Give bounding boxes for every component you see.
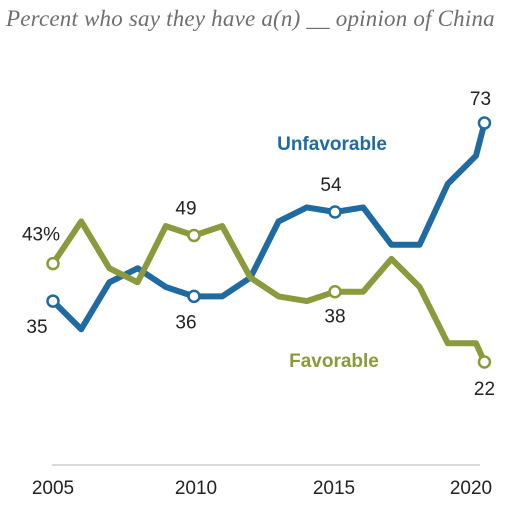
series-line-favorable (50, 218, 488, 365)
series-label-favorable: Favorable (289, 351, 379, 372)
data-point-marker (477, 355, 492, 369)
data-point-marker (328, 284, 342, 299)
data-label: 22 (474, 379, 495, 400)
data-label: 43% (22, 225, 60, 246)
data-point-marker (46, 294, 60, 308)
series-line-unfavorable (50, 120, 488, 333)
data-point-marker (187, 228, 201, 243)
data-label: 35 (26, 317, 47, 338)
data-label: 73 (470, 89, 491, 110)
data-point-marker (328, 205, 342, 219)
x-tick-label: 2020 (450, 478, 492, 499)
data-point-marker (477, 116, 492, 130)
x-tick-label: 2005 (32, 478, 74, 499)
data-point-marker (187, 289, 201, 304)
chart-title: Percent who say they have a(n) __ opinio… (6, 6, 495, 31)
x-tick-label: 2015 (313, 478, 355, 499)
data-label: 54 (320, 175, 342, 196)
data-label: 36 (175, 312, 196, 333)
x-tick-label: 2010 (175, 478, 217, 499)
data-point-marker (46, 256, 60, 271)
data-label: 49 (175, 198, 196, 219)
data-label: 38 (324, 307, 345, 328)
series-label-unfavorable: Unfavorable (277, 134, 387, 155)
